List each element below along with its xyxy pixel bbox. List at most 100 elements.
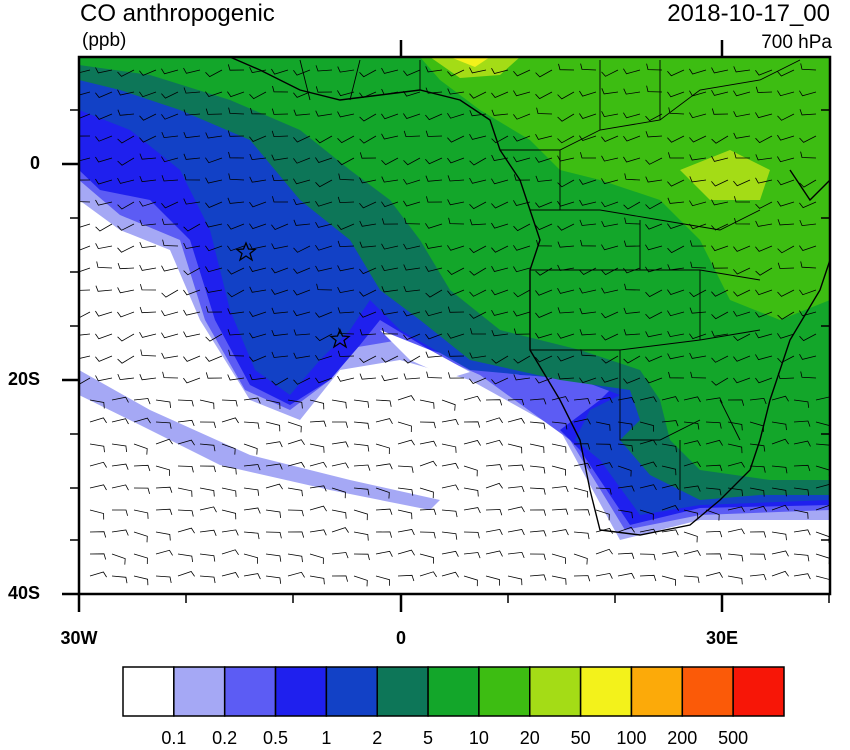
wind-barb bbox=[441, 419, 459, 426]
wind-barb bbox=[535, 223, 553, 231]
wind-barb bbox=[579, 179, 597, 185]
wind-barb bbox=[271, 68, 289, 75]
wind-barb bbox=[513, 289, 531, 298]
wind-barb bbox=[183, 198, 201, 205]
wind-barb bbox=[799, 90, 817, 97]
wind-barb bbox=[793, 440, 811, 447]
wind-barb bbox=[507, 398, 525, 406]
wind-barb bbox=[491, 377, 509, 385]
wind-barb bbox=[513, 113, 531, 120]
wind-barb bbox=[199, 575, 216, 584]
wind-barb bbox=[95, 113, 113, 120]
wind-barb bbox=[645, 331, 663, 338]
wind-barb bbox=[601, 155, 619, 162]
wind-barb bbox=[617, 397, 635, 404]
wind-barb bbox=[403, 69, 421, 76]
wind-barb bbox=[117, 355, 135, 364]
wind-barb bbox=[419, 531, 436, 539]
wind-barb bbox=[353, 443, 370, 452]
wind-barb bbox=[623, 240, 641, 247]
colorbar-label: 0.2 bbox=[212, 728, 238, 748]
wind-barb bbox=[733, 267, 751, 275]
wind-barb bbox=[734, 217, 751, 225]
wind-barb bbox=[309, 505, 327, 512]
wind-barb bbox=[161, 175, 179, 182]
wind-barb bbox=[425, 130, 443, 137]
colorbar-swatch bbox=[681, 666, 734, 717]
wind-barb bbox=[425, 223, 443, 229]
wind-barb bbox=[293, 69, 311, 76]
wind-barb bbox=[507, 575, 523, 586]
wind-barb bbox=[683, 461, 701, 468]
wind-barb bbox=[227, 245, 245, 252]
wind-barb bbox=[777, 219, 795, 226]
wind-barb bbox=[623, 355, 641, 364]
wind-barb bbox=[155, 531, 171, 541]
wind-barb bbox=[227, 308, 245, 315]
wind-barb bbox=[139, 113, 157, 121]
wind-barb bbox=[177, 487, 193, 497]
wind-barb bbox=[733, 179, 751, 187]
wind-barb bbox=[265, 483, 283, 490]
wind-barb bbox=[733, 289, 751, 297]
wind-barb bbox=[668, 107, 685, 115]
wind-barb bbox=[425, 333, 443, 340]
wind-barb bbox=[507, 529, 525, 536]
colorbar bbox=[122, 666, 785, 717]
wind-barb bbox=[249, 311, 267, 317]
wind-barb bbox=[293, 157, 311, 164]
wind-barb bbox=[749, 465, 766, 473]
wind-barb bbox=[491, 201, 509, 209]
wind-barb bbox=[117, 157, 135, 166]
wind-barb bbox=[727, 421, 743, 431]
wind-barb bbox=[639, 421, 654, 432]
wind-barb bbox=[249, 135, 267, 142]
wind-barb bbox=[749, 505, 767, 512]
wind-barb bbox=[601, 333, 619, 341]
wind-barb bbox=[485, 439, 503, 446]
wind-barb bbox=[419, 508, 437, 516]
wind-barb bbox=[733, 333, 751, 341]
wind-barb bbox=[111, 463, 129, 470]
wind-barb bbox=[617, 509, 633, 519]
wind-barb bbox=[199, 443, 216, 452]
wind-barb bbox=[403, 178, 421, 185]
wind-barb bbox=[799, 135, 817, 143]
wind-barb bbox=[221, 465, 237, 475]
wind-barb bbox=[771, 570, 789, 577]
wind-barb bbox=[161, 113, 179, 120]
wind-barb bbox=[403, 373, 421, 380]
wind-barb bbox=[469, 311, 487, 319]
wind-barb bbox=[117, 69, 135, 77]
wind-barb bbox=[771, 438, 789, 445]
wind-barb bbox=[733, 132, 751, 139]
wind-barb bbox=[645, 377, 663, 384]
wind-barb bbox=[711, 199, 729, 206]
wind-barb bbox=[309, 553, 324, 565]
wind-barb bbox=[536, 107, 553, 115]
wind-barb bbox=[337, 265, 355, 272]
wind-barb bbox=[426, 196, 443, 203]
wind-barb bbox=[403, 157, 421, 166]
wind-barb bbox=[513, 374, 531, 381]
wind-barb bbox=[117, 135, 135, 144]
wind-barb bbox=[469, 177, 487, 184]
wind-barb bbox=[315, 311, 333, 318]
wind-barb bbox=[419, 460, 437, 467]
wind-barb bbox=[162, 239, 179, 247]
wind-barb bbox=[441, 571, 459, 578]
wind-barb bbox=[155, 486, 173, 493]
wind-barb bbox=[491, 222, 509, 229]
wind-barb bbox=[551, 485, 569, 493]
co-region-lime bbox=[430, 57, 770, 200]
wind-barb bbox=[689, 333, 707, 340]
wind-barb bbox=[139, 241, 157, 249]
wind-barb bbox=[205, 201, 223, 208]
wind-barb bbox=[646, 85, 663, 93]
wind-barb bbox=[293, 109, 311, 116]
colorbar-swatch bbox=[173, 666, 226, 717]
wind-barb bbox=[529, 487, 546, 495]
wind-barb bbox=[639, 461, 657, 468]
wind-barb bbox=[689, 240, 707, 247]
wind-barb bbox=[573, 418, 591, 425]
